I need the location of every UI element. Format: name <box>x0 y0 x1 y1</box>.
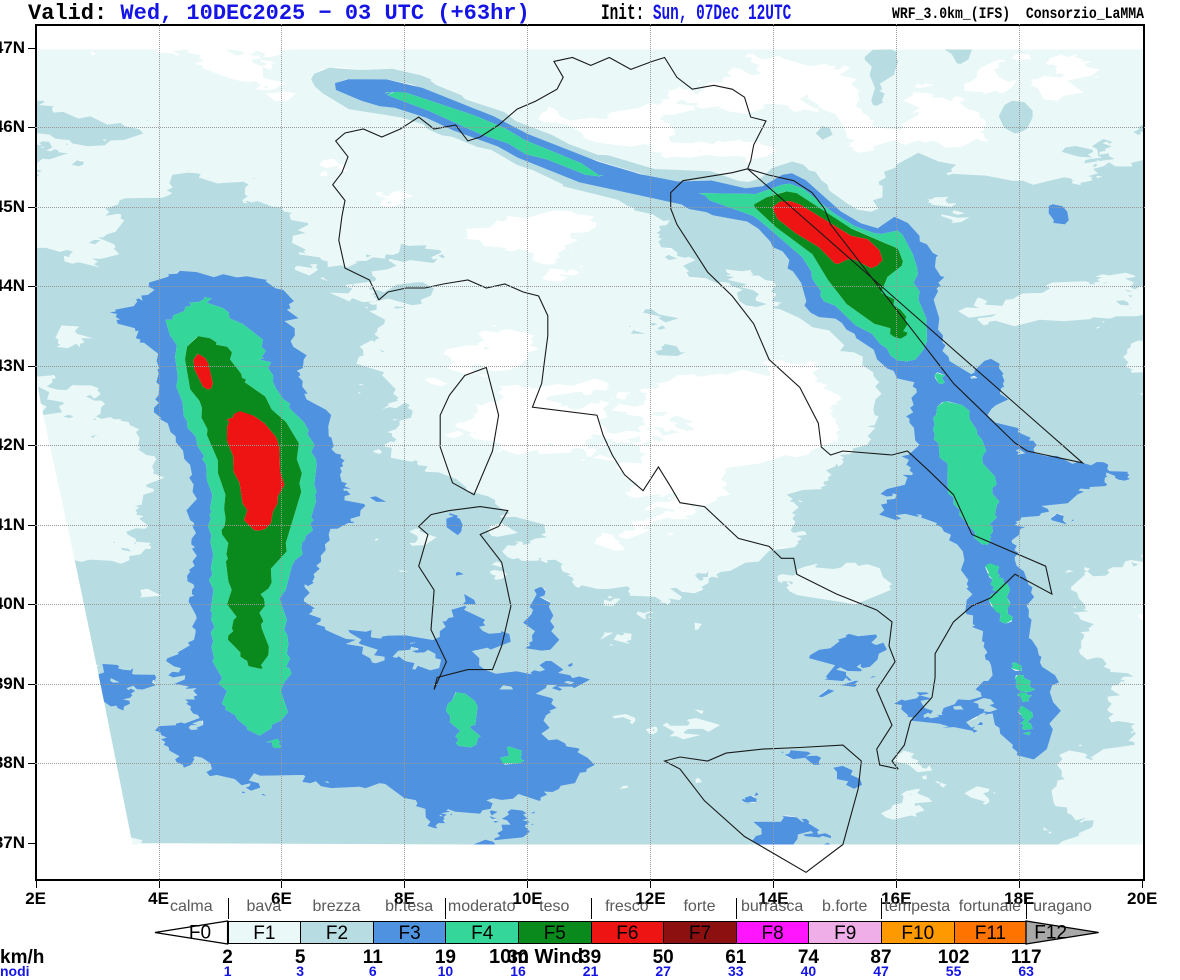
svg-text:F12: F12 <box>1034 923 1067 944</box>
svg-text:F0: F0 <box>189 923 211 944</box>
